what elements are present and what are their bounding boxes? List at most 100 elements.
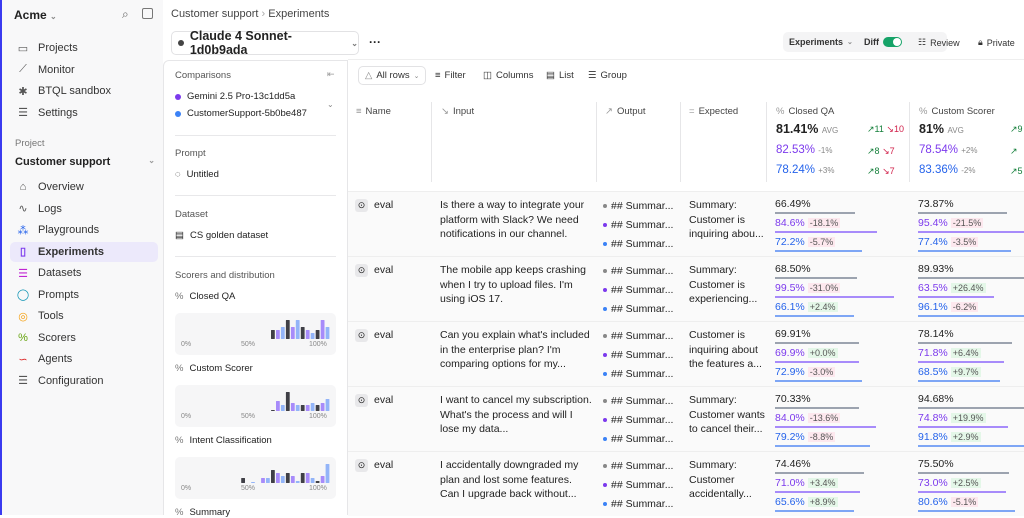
table-row[interactable] xyxy=(348,321,1024,386)
score-bar xyxy=(775,296,894,298)
histogram-bar xyxy=(271,410,275,411)
score-bar xyxy=(918,342,1012,344)
experiments-dropdown[interactable]: Experiments ⌄ xyxy=(789,37,853,47)
improvement-counts[interactable]: ↗8 ↘7 xyxy=(867,166,895,177)
prompt-link[interactable]: ◌ Untitled xyxy=(175,169,219,180)
sidebar-item-datasets[interactable]: ☰ Datasets xyxy=(10,263,158,283)
score-value: 79.2% xyxy=(775,431,805,443)
percent-icon: % xyxy=(18,331,28,344)
row-input: I want to cancel my subscription. What's… xyxy=(440,394,592,435)
histogram-bar xyxy=(290,327,295,339)
sidebar-item-logs[interactable]: ∿ Logs xyxy=(10,199,158,219)
filter-button[interactable]: ≡ Filter xyxy=(435,70,466,81)
row-output: ## Summar... xyxy=(603,219,673,231)
improvement-counts[interactable]: ↗ xyxy=(1010,146,1018,157)
improvement-counts[interactable]: ↗8 ↘7 xyxy=(867,146,895,157)
sidebar-item-tools[interactable]: ◎ Tools xyxy=(10,306,158,326)
score-bar xyxy=(918,407,1024,409)
sidebar-item-settings[interactable]: ☰ Settings xyxy=(10,103,158,123)
sidebar-item-experiments[interactable]: ▯ Experiments xyxy=(10,241,158,262)
score-cell: 70.33% xyxy=(775,393,811,405)
columns-button[interactable]: ◫ Columns xyxy=(483,70,533,81)
score-bar xyxy=(775,445,870,447)
search-icon[interactable]: ⌕ xyxy=(122,7,129,21)
summary-score: 81% AVG xyxy=(919,122,964,136)
group-button[interactable]: ☰ Group xyxy=(588,70,627,81)
sidebar-item-configuration[interactable]: ☰ Configuration xyxy=(10,371,158,391)
score-bar xyxy=(918,510,1015,512)
table-row[interactable] xyxy=(348,451,1024,516)
row-output: ## Summar... xyxy=(603,238,673,250)
table-row[interactable] xyxy=(348,191,1024,256)
column-label: Custom Scorer xyxy=(931,106,995,117)
score-value: 80.6% xyxy=(918,496,948,508)
project-label: Project xyxy=(15,138,45,149)
private-button[interactable]: 🔒︎ Private xyxy=(978,37,1015,48)
org-switcher[interactable]: Acme ⌄ xyxy=(14,8,57,22)
row-expected: Customer is inquiring about the features… xyxy=(689,329,762,370)
column-header-name[interactable]: ≡ Name xyxy=(356,106,391,117)
column-header-input[interactable]: ↘ Input xyxy=(441,106,474,117)
filter-icon: ≡ xyxy=(435,70,441,81)
column-header-custom-scorer[interactable]: % Custom Scorer xyxy=(919,106,995,117)
score-cell: 69.9% +0.0% xyxy=(775,347,838,359)
asterisk-icon: ✱ xyxy=(18,85,28,98)
column-header-output[interactable]: ↗ Output xyxy=(605,106,646,117)
histogram-bar xyxy=(315,481,320,483)
diff-toggle[interactable]: Diff xyxy=(864,37,902,47)
chevron-down-icon[interactable]: ⌄ xyxy=(327,100,334,109)
sidebar-item-playgrounds[interactable]: ⁂ Playgrounds xyxy=(10,220,158,240)
table-row[interactable] xyxy=(348,386,1024,451)
span-icon[interactable]: ⊙ xyxy=(355,264,368,277)
breadcrumb-project[interactable]: Customer support xyxy=(171,8,259,20)
improvement-counts[interactable]: ↗5 xyxy=(1010,166,1023,177)
column-label: Closed QA xyxy=(788,106,835,117)
project-switcher[interactable]: Customer support ⌄ xyxy=(15,156,155,168)
toggle-switch[interactable] xyxy=(883,37,902,47)
span-icon[interactable]: ⊙ xyxy=(355,329,368,342)
sidebar-item-overview[interactable]: ⌂ Overview xyxy=(10,177,158,197)
sidebar-item-prompts[interactable]: ◯ Prompts xyxy=(10,285,158,305)
score-histogram[interactable]: 0% 50% 100% xyxy=(175,385,336,427)
table-row[interactable] xyxy=(348,256,1024,321)
color-dot xyxy=(603,307,607,311)
scorer-label: % Intent Classification xyxy=(175,435,272,446)
sidebar-item-btql-sandbox[interactable]: ✱ BTQL sandbox xyxy=(10,81,158,101)
percent-icon: % xyxy=(175,435,184,446)
score-histogram[interactable]: 0% 50% 100% xyxy=(175,313,336,355)
improvement-counts[interactable]: ↗11 ↘10 xyxy=(867,124,904,135)
improvement-counts[interactable]: ↗9 xyxy=(1010,124,1023,135)
column-header-expected[interactable]: = Expected xyxy=(689,106,738,117)
span-icon[interactable]: ⊙ xyxy=(355,394,368,407)
span-icon[interactable]: ⊙ xyxy=(355,459,368,472)
improved-count: ↗5 xyxy=(1010,166,1023,176)
score-cell: 96.1% -6.2% xyxy=(918,301,979,313)
more-button[interactable]: ··· xyxy=(369,35,381,49)
score-cell: 91.8% +2.9% xyxy=(918,431,981,443)
comparison-item[interactable]: Gemini 2.5 Pro-13c1dd5a xyxy=(175,91,295,102)
list-button[interactable]: ▤ List xyxy=(546,70,574,81)
score-histogram[interactable]: 0% 50% 100% xyxy=(175,457,336,499)
histogram-bar xyxy=(295,320,300,339)
improved-count: ↗9 xyxy=(1010,124,1023,134)
experiment-selector[interactable]: Claude 4 Sonnet-1d0b9ada ⌄ xyxy=(171,29,359,57)
column-header-closed-qa[interactable]: % Closed QA xyxy=(776,106,834,117)
home-icon: ⌂ xyxy=(19,181,27,193)
score-cell: 78.14% xyxy=(918,328,954,340)
score-bar xyxy=(775,472,864,474)
sidebar-item-projects[interactable]: ▭ Projects xyxy=(10,38,158,58)
comparison-item[interactable]: CustomerSupport-5b0be487 xyxy=(175,108,307,119)
histogram-bar xyxy=(285,473,290,483)
collapse-panel-icon[interactable]: ⇤ xyxy=(327,69,335,79)
sidebar-item-scorers[interactable]: % Scorers xyxy=(10,328,158,348)
sidebar-toggle-icon[interactable] xyxy=(142,8,153,19)
sidebar-item-agents[interactable]: ∽ Agents xyxy=(10,349,158,369)
all-rows-dropdown[interactable]: △ All rows ⌄ xyxy=(358,66,427,85)
sidebar-item-monitor[interactable]: ⟋ Monitor xyxy=(10,60,158,80)
histogram-bar xyxy=(285,392,290,411)
dataset-link[interactable]: ▤ CS golden dataset xyxy=(175,230,268,241)
review-button[interactable]: ☷ Review xyxy=(918,37,960,48)
score-value: 69.91% xyxy=(775,328,811,340)
span-icon[interactable]: ⊙ xyxy=(355,199,368,212)
color-dot xyxy=(603,483,607,487)
